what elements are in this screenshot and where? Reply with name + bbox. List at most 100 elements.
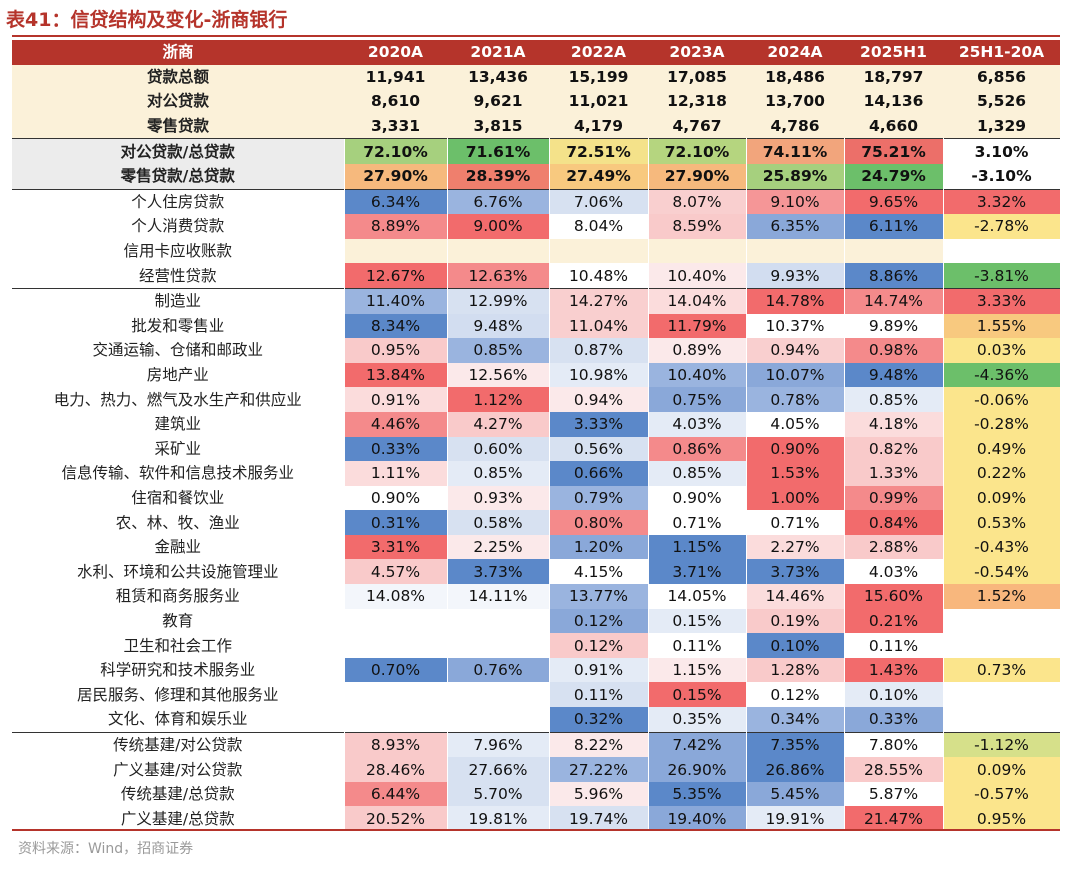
value-cell: 28.39% [446, 163, 550, 190]
value-cell: 6.44% [343, 781, 448, 807]
value-cell: 0.12% [548, 633, 649, 658]
value-cell: 20.52% [343, 806, 448, 831]
table-row: 农、林、牧、渔业 0.31% 0.58% 0.80% 0.71% 0.71% 0.84% 0.… [12, 510, 1061, 535]
value-cell: 4.18% [843, 411, 944, 437]
value-cell: 4.15% [548, 559, 649, 585]
value-cell: 9.65% [843, 188, 944, 215]
row-label: 个人住房贷款 [12, 188, 344, 215]
value-cell: 7.96% [446, 731, 550, 758]
value-cell: 4,179 [549, 113, 648, 139]
value-cell: 14.08% [343, 584, 448, 609]
value-cell: 72.51% [548, 138, 649, 164]
table-row: 住宿和餐饮业 0.90% 0.93% 0.79% 0.90% 1.00% 0.99% 0.09… [12, 485, 1061, 511]
value-cell: 9.89% [843, 313, 944, 339]
value-cell: 3,815 [447, 113, 549, 139]
value-cell: 0.80% [548, 510, 649, 535]
header-row: 浙商 2020A 2021A 2022A 2023A 2024A 2025H1 … [12, 40, 1060, 65]
value-cell: 5.87% [843, 781, 944, 807]
row-label: 建筑业 [154, 415, 201, 434]
value-cell [942, 682, 1061, 708]
value-cell: 0.60% [446, 436, 550, 462]
value-cell: 11,941 [344, 64, 447, 90]
row-label: 传统基建/总贷款 [120, 785, 235, 804]
value-cell: 1.55% [942, 313, 1061, 339]
value-cell: 0.12% [745, 682, 845, 708]
value-cell: 25.89% [745, 163, 845, 190]
row-label: 广义基建/对公贷款 [113, 760, 243, 779]
value-cell: 8.04% [548, 214, 649, 239]
value-cell: 1.33% [843, 461, 944, 486]
value-cell [843, 238, 944, 264]
value-cell: 12.56% [446, 362, 550, 388]
value-cell: 1.15% [647, 534, 747, 560]
header-cell: 2024A [746, 40, 844, 65]
value-cell: 11.04% [548, 313, 649, 339]
header-cell: 浙商 [12, 40, 344, 65]
value-cell: 0.82% [843, 436, 944, 462]
value-cell: 6,856 [943, 64, 1060, 90]
row-label: 个人消费贷款 [131, 217, 225, 236]
table-row: 批发和零售业 8.34% 9.48% 11.04% 11.79% 10.37% 9.89% 1… [12, 313, 1061, 339]
value-cell: 10.40% [647, 263, 747, 289]
value-cell: 4.03% [647, 411, 747, 437]
value-cell: 0.91% [548, 657, 649, 683]
value-cell: 1.52% [942, 584, 1061, 609]
row-label: 交通运输、仓储和邮政业 [92, 341, 263, 360]
value-cell: 0.66% [548, 461, 649, 486]
value-cell: 0.15% [647, 608, 747, 634]
row-label: 零售贷款 [12, 113, 344, 139]
table-row: 卫生和社会工作 0.12% 0.11% 0.10% 0.11% [12, 633, 1061, 658]
footer-divider [12, 829, 1060, 831]
value-cell: 6.35% [745, 214, 845, 239]
value-cell: 4.05% [745, 411, 845, 437]
table-row: 采矿业 0.33% 0.60% 0.56% 0.86% 0.90% 0.82% 0.49% [12, 436, 1061, 462]
value-cell: 14.27% [548, 287, 649, 314]
value-cell: 5.45% [745, 781, 845, 807]
value-cell: 13.77% [548, 584, 649, 609]
table-row: 制造业 11.40% 12.99% 14.27% 14.04% 14.78% 14.74% 3… [12, 287, 1061, 314]
value-cell: 1.00% [745, 485, 845, 511]
value-cell: 24.79% [843, 163, 944, 190]
table-row: 建筑业 4.46% 4.27% 3.33% 4.03% 4.05% 4.18% -0.28% [12, 411, 1061, 437]
value-cell: 4,786 [746, 113, 844, 139]
table-row: 贷款总额 11,941 13,436 15,199 17,085 18,486 18,797… [12, 64, 1060, 90]
row-label: 文化、体育和娱乐业 [107, 710, 248, 729]
row-label: 租赁和商务服务业 [115, 587, 240, 606]
value-cell: 5.35% [647, 781, 747, 807]
title-divider [12, 35, 1060, 37]
value-cell: 1.12% [446, 387, 550, 412]
value-cell [343, 682, 448, 708]
value-cell: 11.79% [647, 313, 747, 339]
table-row: 零售贷款/总贷款 27.90% 28.39% 27.49% 27.90% 25.89% 24… [12, 163, 1061, 190]
value-cell: 0.33% [843, 707, 944, 733]
value-cell: 8,610 [344, 89, 447, 114]
value-cell [446, 633, 550, 658]
value-cell: 0.85% [446, 338, 550, 363]
value-cell: 27.49% [548, 163, 649, 190]
value-cell: 12.63% [446, 263, 550, 289]
value-cell: 14.46% [745, 584, 845, 609]
value-cell: 72.10% [647, 138, 747, 164]
value-cell: 10.40% [647, 362, 747, 388]
row-label: 水利、环境和公共设施管理业 [76, 562, 279, 581]
value-cell: 0.85% [647, 461, 747, 486]
value-cell: 10.07% [745, 362, 845, 388]
value-cell: 0.58% [446, 510, 550, 535]
header-cell: 2021A [447, 40, 549, 65]
value-cell: 5.96% [548, 781, 649, 807]
value-cell: 9.48% [843, 362, 944, 388]
table-row: 对公贷款 8,610 9,621 11,021 12,318 13,700 14,136 5,… [12, 89, 1060, 114]
value-cell: 10.98% [548, 362, 649, 388]
value-cell: -0.28% [942, 411, 1061, 437]
value-cell [942, 608, 1061, 634]
value-cell: 0.78% [745, 387, 845, 412]
value-cell: 9.48% [446, 313, 550, 339]
value-cell: 12,318 [648, 89, 746, 114]
table-row: 教育 0.12% 0.15% 0.19% 0.21% [12, 608, 1061, 634]
row-label: 采矿业 [154, 439, 201, 458]
value-cell: 0.84% [843, 510, 944, 535]
row-label: 电力、热力、燃气及水生产和供应业 [53, 390, 302, 409]
value-cell: -0.54% [942, 559, 1061, 585]
row-label: 广义基建/总贷款 [120, 809, 235, 828]
value-cell: 8.59% [647, 214, 747, 239]
